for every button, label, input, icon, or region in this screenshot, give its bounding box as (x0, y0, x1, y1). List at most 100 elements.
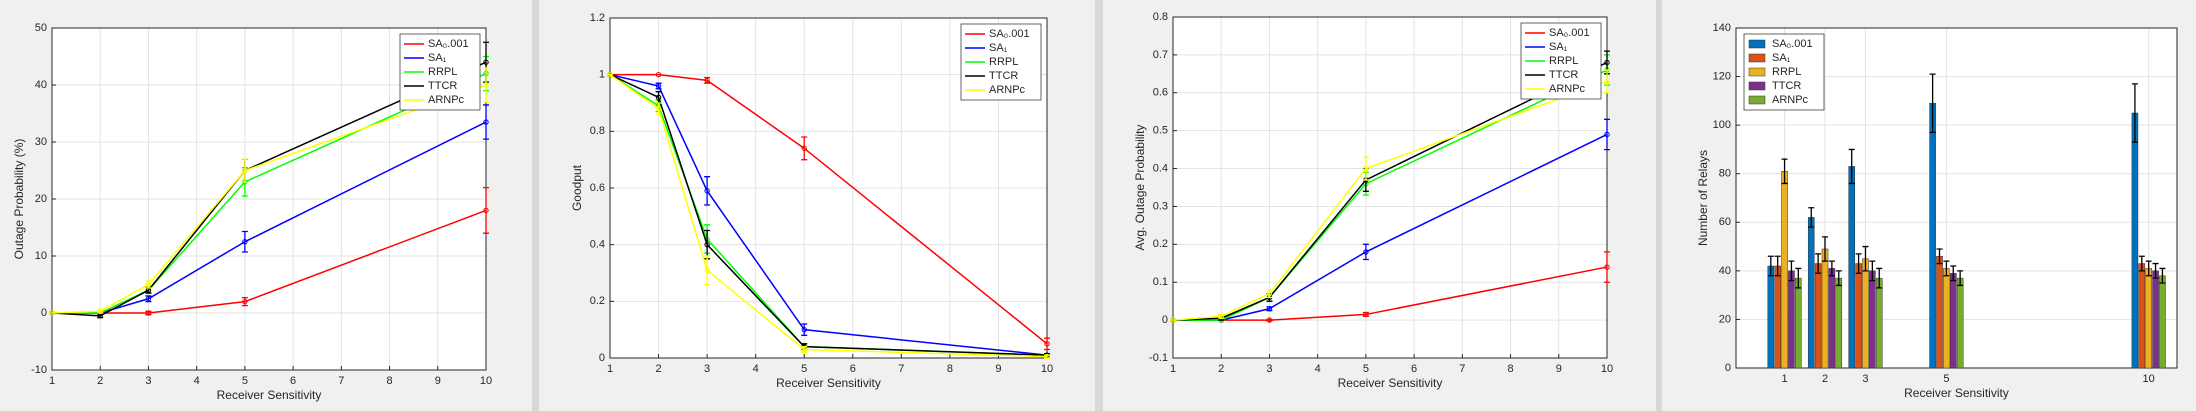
y-tick-label: 20 (1719, 313, 1731, 325)
legend-swatch (1748, 81, 1766, 91)
bar (1774, 265, 1781, 369)
x-tick-label: 5 (242, 375, 248, 387)
bar (1821, 248, 1829, 369)
marker (704, 241, 710, 248)
marker (1170, 317, 1176, 323)
legend-label: RRPL (1549, 55, 1578, 67)
marker (655, 94, 662, 101)
error-bar (1044, 337, 1050, 351)
x-tick-label: 9 (995, 363, 1001, 375)
error-bar (1604, 251, 1610, 283)
x-tick-label: 8 (947, 363, 953, 375)
x-tick-label: 3 (1862, 373, 1868, 385)
bar (1807, 217, 1815, 369)
error-bar (1788, 260, 1795, 282)
error-bar (1835, 270, 1842, 287)
marker (655, 71, 662, 78)
y-axis-label: Avg. Outage Probability (1133, 125, 1147, 251)
x-tick-label: 8 (1507, 363, 1513, 375)
error-bar (801, 136, 808, 161)
marker (1604, 59, 1610, 66)
bar (2159, 275, 2166, 369)
x-tick-label: 2 (655, 363, 661, 375)
legend-label: TTCR (1772, 80, 1801, 92)
marker (242, 167, 248, 174)
marker (704, 77, 710, 84)
legend-label: TTCR (428, 80, 457, 92)
legend-swatch (1748, 53, 1766, 63)
marker (483, 207, 489, 214)
marker (145, 296, 152, 302)
error-bar (2152, 262, 2159, 279)
legend-label: ARNPc (428, 94, 465, 106)
marker (145, 281, 152, 288)
x-axis-label: Receiver Sensitivity (776, 376, 881, 390)
x-tick-label: 2 (1822, 373, 1828, 385)
legend-label: SA₀.001 (1772, 38, 1813, 50)
x-tick-label: 9 (435, 375, 441, 387)
legend-label: SA₁ (989, 42, 1008, 54)
marker (1363, 311, 1369, 318)
x-tick-label: 5 (1943, 373, 1949, 385)
y-tick-label: 20 (35, 193, 47, 205)
y-tick-label: 30 (35, 136, 47, 148)
y-tick-label: -10 (31, 364, 47, 376)
marker (1266, 290, 1273, 297)
y-tick-label: 0 (41, 307, 47, 319)
y-tick-label: 0 (1162, 314, 1168, 326)
y-tick-label: 10 (35, 250, 47, 262)
error-bar (1862, 245, 1869, 272)
x-tick-label: 9 (1556, 363, 1562, 375)
error-bar (483, 104, 489, 140)
marker (655, 83, 662, 89)
marker (1363, 249, 1369, 255)
legend-label: RRPL (1772, 66, 1801, 78)
error-bar (1822, 236, 1829, 262)
x-tick-label: 4 (753, 363, 759, 375)
y-tick-label: 0.7 (1153, 49, 1168, 61)
error-bar (1362, 156, 1369, 181)
bar (1869, 270, 1876, 369)
marker (704, 188, 710, 194)
x-tick-label: 5 (1363, 363, 1369, 375)
bar (1862, 258, 1869, 369)
x-tick-label: 10 (1601, 363, 1613, 375)
bar (2145, 268, 2152, 369)
x-tick-label: 1 (607, 363, 613, 375)
x-tick-label: 1 (1781, 373, 1787, 385)
bar (1855, 263, 1862, 369)
x-tick-label: 4 (1315, 363, 1321, 375)
marker (1604, 78, 1610, 85)
error-bar (1957, 270, 1964, 287)
y-tick-label: 0 (1725, 362, 1731, 374)
legend-label: SA₀.001 (428, 38, 469, 50)
x-tick-label: 1 (1170, 363, 1176, 375)
y-tick-label: 0.2 (1153, 238, 1168, 250)
bar (1781, 171, 1788, 369)
error-bar (2138, 255, 2145, 272)
bar (1835, 277, 1843, 369)
marker (704, 267, 710, 273)
legend-label: SA₀.001 (1549, 27, 1590, 39)
y-tick-label: 100 (1713, 119, 1731, 131)
y-tick-label: 0.5 (1153, 125, 1168, 137)
marker (1218, 313, 1224, 320)
legend-label: ARNPc (1549, 83, 1586, 95)
error-bar (1828, 260, 1835, 277)
marker (1266, 306, 1273, 312)
error-bar (801, 323, 808, 336)
error-bar (704, 176, 711, 206)
marker (49, 310, 55, 316)
bar (1788, 270, 1795, 369)
error-bar (1848, 148, 1855, 185)
x-tick-label: 3 (1266, 363, 1272, 375)
x-tick-label: 10 (1041, 363, 1053, 375)
error-bar (1604, 69, 1610, 94)
error-bar (1876, 267, 1883, 289)
legend-label: SA₁ (1772, 52, 1791, 64)
error-bar (655, 102, 662, 115)
error-bar (1936, 248, 1943, 265)
y-axis-label: Number of Relays (1696, 150, 1710, 246)
error-bar (1604, 118, 1610, 151)
